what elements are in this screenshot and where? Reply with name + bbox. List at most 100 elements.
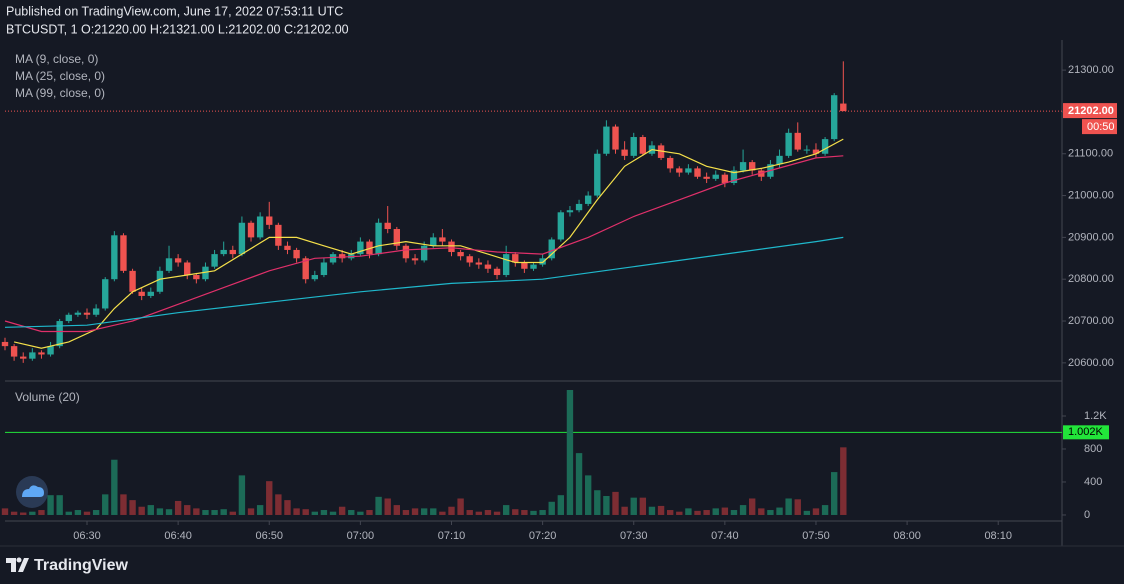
volume-bar bbox=[831, 472, 838, 515]
x-tick-label: 07:10 bbox=[438, 530, 466, 542]
candle-body bbox=[20, 356, 27, 359]
volume-bar bbox=[338, 506, 346, 515]
volume-bar bbox=[739, 505, 747, 515]
volume-legend: Volume (20) bbox=[15, 390, 80, 404]
candle-body bbox=[357, 241, 364, 255]
candle-body bbox=[721, 174, 729, 184]
volume-bar bbox=[120, 494, 127, 515]
volume-bar bbox=[812, 508, 820, 515]
volume-bar bbox=[694, 510, 701, 515]
volume-bar bbox=[785, 498, 792, 515]
volume-bar bbox=[193, 508, 200, 515]
candle-body bbox=[366, 241, 373, 255]
volume-bar bbox=[20, 512, 27, 515]
candle-body bbox=[92, 308, 100, 315]
candle-body bbox=[502, 254, 510, 276]
volume-bar bbox=[47, 495, 54, 515]
volume-bar bbox=[229, 511, 236, 515]
candle-body bbox=[156, 270, 164, 292]
candle-body bbox=[794, 132, 801, 150]
candle-body bbox=[712, 174, 719, 179]
volume-bar bbox=[621, 506, 628, 515]
candle-body bbox=[776, 155, 783, 165]
y-tick-label: 21000.00 bbox=[1068, 189, 1114, 201]
volume-bar bbox=[466, 510, 473, 515]
volume-bar bbox=[612, 491, 619, 515]
volume-bar bbox=[92, 510, 100, 515]
candle-body bbox=[594, 153, 601, 196]
candle-body bbox=[840, 103, 847, 112]
volume-bar bbox=[439, 511, 446, 515]
candle-body bbox=[184, 262, 191, 276]
candle-body bbox=[320, 262, 328, 276]
candle-body bbox=[575, 203, 583, 211]
volume-bar bbox=[703, 510, 710, 515]
candle-body bbox=[284, 245, 291, 250]
volume-bar bbox=[840, 447, 847, 515]
volume-bar bbox=[165, 509, 173, 515]
logo-text[interactable]: TradingView bbox=[34, 557, 129, 574]
volume-bar bbox=[111, 459, 118, 515]
volume-bar bbox=[776, 507, 783, 515]
volume-tick-label: 400 bbox=[1084, 476, 1102, 488]
volume-bar bbox=[65, 511, 72, 515]
candle-body bbox=[657, 145, 665, 158]
volume-bar bbox=[211, 510, 218, 515]
volume-bar bbox=[657, 505, 665, 515]
volume-bar bbox=[794, 499, 801, 515]
volume-bar bbox=[357, 511, 364, 515]
countdown-label: 00:50 bbox=[1087, 121, 1115, 133]
volume-bar bbox=[803, 510, 811, 515]
x-tick-label: 07:40 bbox=[711, 530, 739, 542]
y-tick-label: 20700.00 bbox=[1068, 315, 1114, 327]
candle-body bbox=[275, 224, 282, 246]
volume-bar bbox=[484, 510, 492, 515]
volume-bar bbox=[329, 511, 337, 515]
volume-bar bbox=[721, 507, 729, 515]
candle-body bbox=[530, 264, 537, 269]
ma-line bbox=[13, 138, 844, 349]
volume-bar bbox=[384, 498, 391, 515]
candle-body bbox=[666, 157, 674, 169]
candle-body bbox=[83, 312, 91, 315]
volume-bar bbox=[129, 500, 136, 515]
legend-entry: MA (99, close, 0) bbox=[15, 86, 105, 100]
published-note: Published on TradingView.com, June 17, 2… bbox=[6, 4, 343, 18]
volume-bar bbox=[639, 497, 647, 515]
candle-body bbox=[29, 352, 36, 359]
candle-body bbox=[694, 168, 701, 177]
candle-body bbox=[539, 258, 546, 265]
candle-body bbox=[676, 168, 683, 173]
candle-body bbox=[38, 352, 45, 355]
candle-body bbox=[174, 258, 182, 263]
volume-bar bbox=[348, 510, 355, 515]
volume-bar bbox=[530, 510, 537, 515]
volume-bar bbox=[502, 505, 510, 515]
volume-bar bbox=[366, 510, 373, 515]
candle-body bbox=[375, 222, 382, 255]
volume-tick-label: 800 bbox=[1084, 443, 1102, 455]
candle-body bbox=[384, 222, 391, 230]
volume-bar bbox=[630, 497, 637, 515]
candle-body bbox=[749, 162, 756, 171]
candle-body bbox=[266, 216, 273, 225]
volume-bar bbox=[648, 506, 656, 515]
x-tick-label: 08:00 bbox=[893, 530, 921, 542]
candle-body bbox=[685, 168, 692, 173]
x-tick-label: 06:30 bbox=[73, 530, 101, 542]
candle-body bbox=[247, 222, 255, 238]
candle-body bbox=[338, 254, 346, 259]
volume-bar bbox=[548, 501, 555, 515]
candle-body bbox=[448, 241, 455, 253]
volume-bar bbox=[758, 508, 765, 515]
volume-bar bbox=[539, 510, 546, 515]
candle-body bbox=[74, 312, 82, 315]
volume-bar bbox=[676, 511, 683, 515]
candle-body bbox=[229, 249, 236, 255]
volume-bar bbox=[685, 508, 692, 515]
candle-body bbox=[785, 132, 792, 156]
candle-body bbox=[430, 237, 437, 246]
legend-entry: MA (9, close, 0) bbox=[15, 52, 98, 66]
